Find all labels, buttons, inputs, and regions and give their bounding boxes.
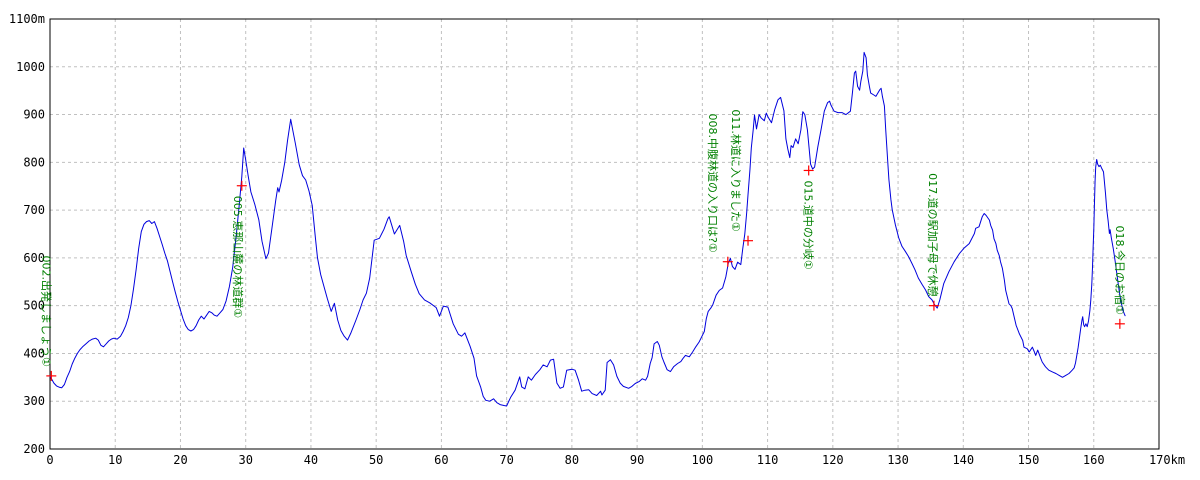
y-axis-tick-label: 1000 [16,60,45,74]
x-axis-tick-label: 50 [369,453,383,467]
y-axis-tick-label: 700 [23,203,45,217]
y-axis-tick-label: 800 [23,155,45,169]
waypoint-annotation-label: 002.出発しましょう① [39,256,53,367]
x-axis-tick-label: 120 [822,453,844,467]
waypoint-annotation-label: 015.道中の分岐① [802,180,816,269]
waypoint-annotation-label: 005.恵那山麓の林道群① [231,196,245,318]
y-axis-tick-label: 600 [23,251,45,265]
y-axis-tick-label: 300 [23,394,45,408]
waypoint-annotation-label: 011.林道に入りました① [729,109,743,231]
x-axis-tick-label: 20 [173,453,187,467]
x-axis-tick-label: 30 [238,453,252,467]
elevation-profile-line [49,51,1126,407]
x-axis-tick-label: 140 [952,453,974,467]
x-axis-tick-label: 110 [757,453,779,467]
x-axis-tick-label: 130 [887,453,909,467]
x-axis-tick-label: 70 [499,453,513,467]
x-axis-tick-label: 90 [630,453,644,467]
y-axis-tick-label: 400 [23,346,45,360]
waypoint-annotation-label: 018.今日のお宿① [1113,225,1127,314]
x-axis-tick-label: 60 [434,453,448,467]
x-axis-tick-label: 0 [46,453,53,467]
y-axis-max-label: 1100m [9,12,45,26]
x-axis-tick-label: 40 [304,453,318,467]
x-axis-max-label: 170km [1149,453,1185,467]
x-axis-tick-label: 10 [108,453,122,467]
x-axis-tick-label: 80 [565,453,579,467]
x-axis-tick-label: 150 [1018,453,1040,467]
y-axis-tick-label: 200 [23,442,45,456]
y-axis-tick-label: 500 [23,299,45,313]
plot-border [49,18,1160,450]
waypoint-annotation-label: 017.道の駅加子母で休憩 [926,173,940,297]
waypoint-annotation-label: 008.中腹林道の入り口は?① [706,114,720,253]
x-axis-tick-label: 160 [1083,453,1105,467]
x-axis-tick-label: 100 [692,453,714,467]
y-axis-tick-label: 900 [23,108,45,122]
